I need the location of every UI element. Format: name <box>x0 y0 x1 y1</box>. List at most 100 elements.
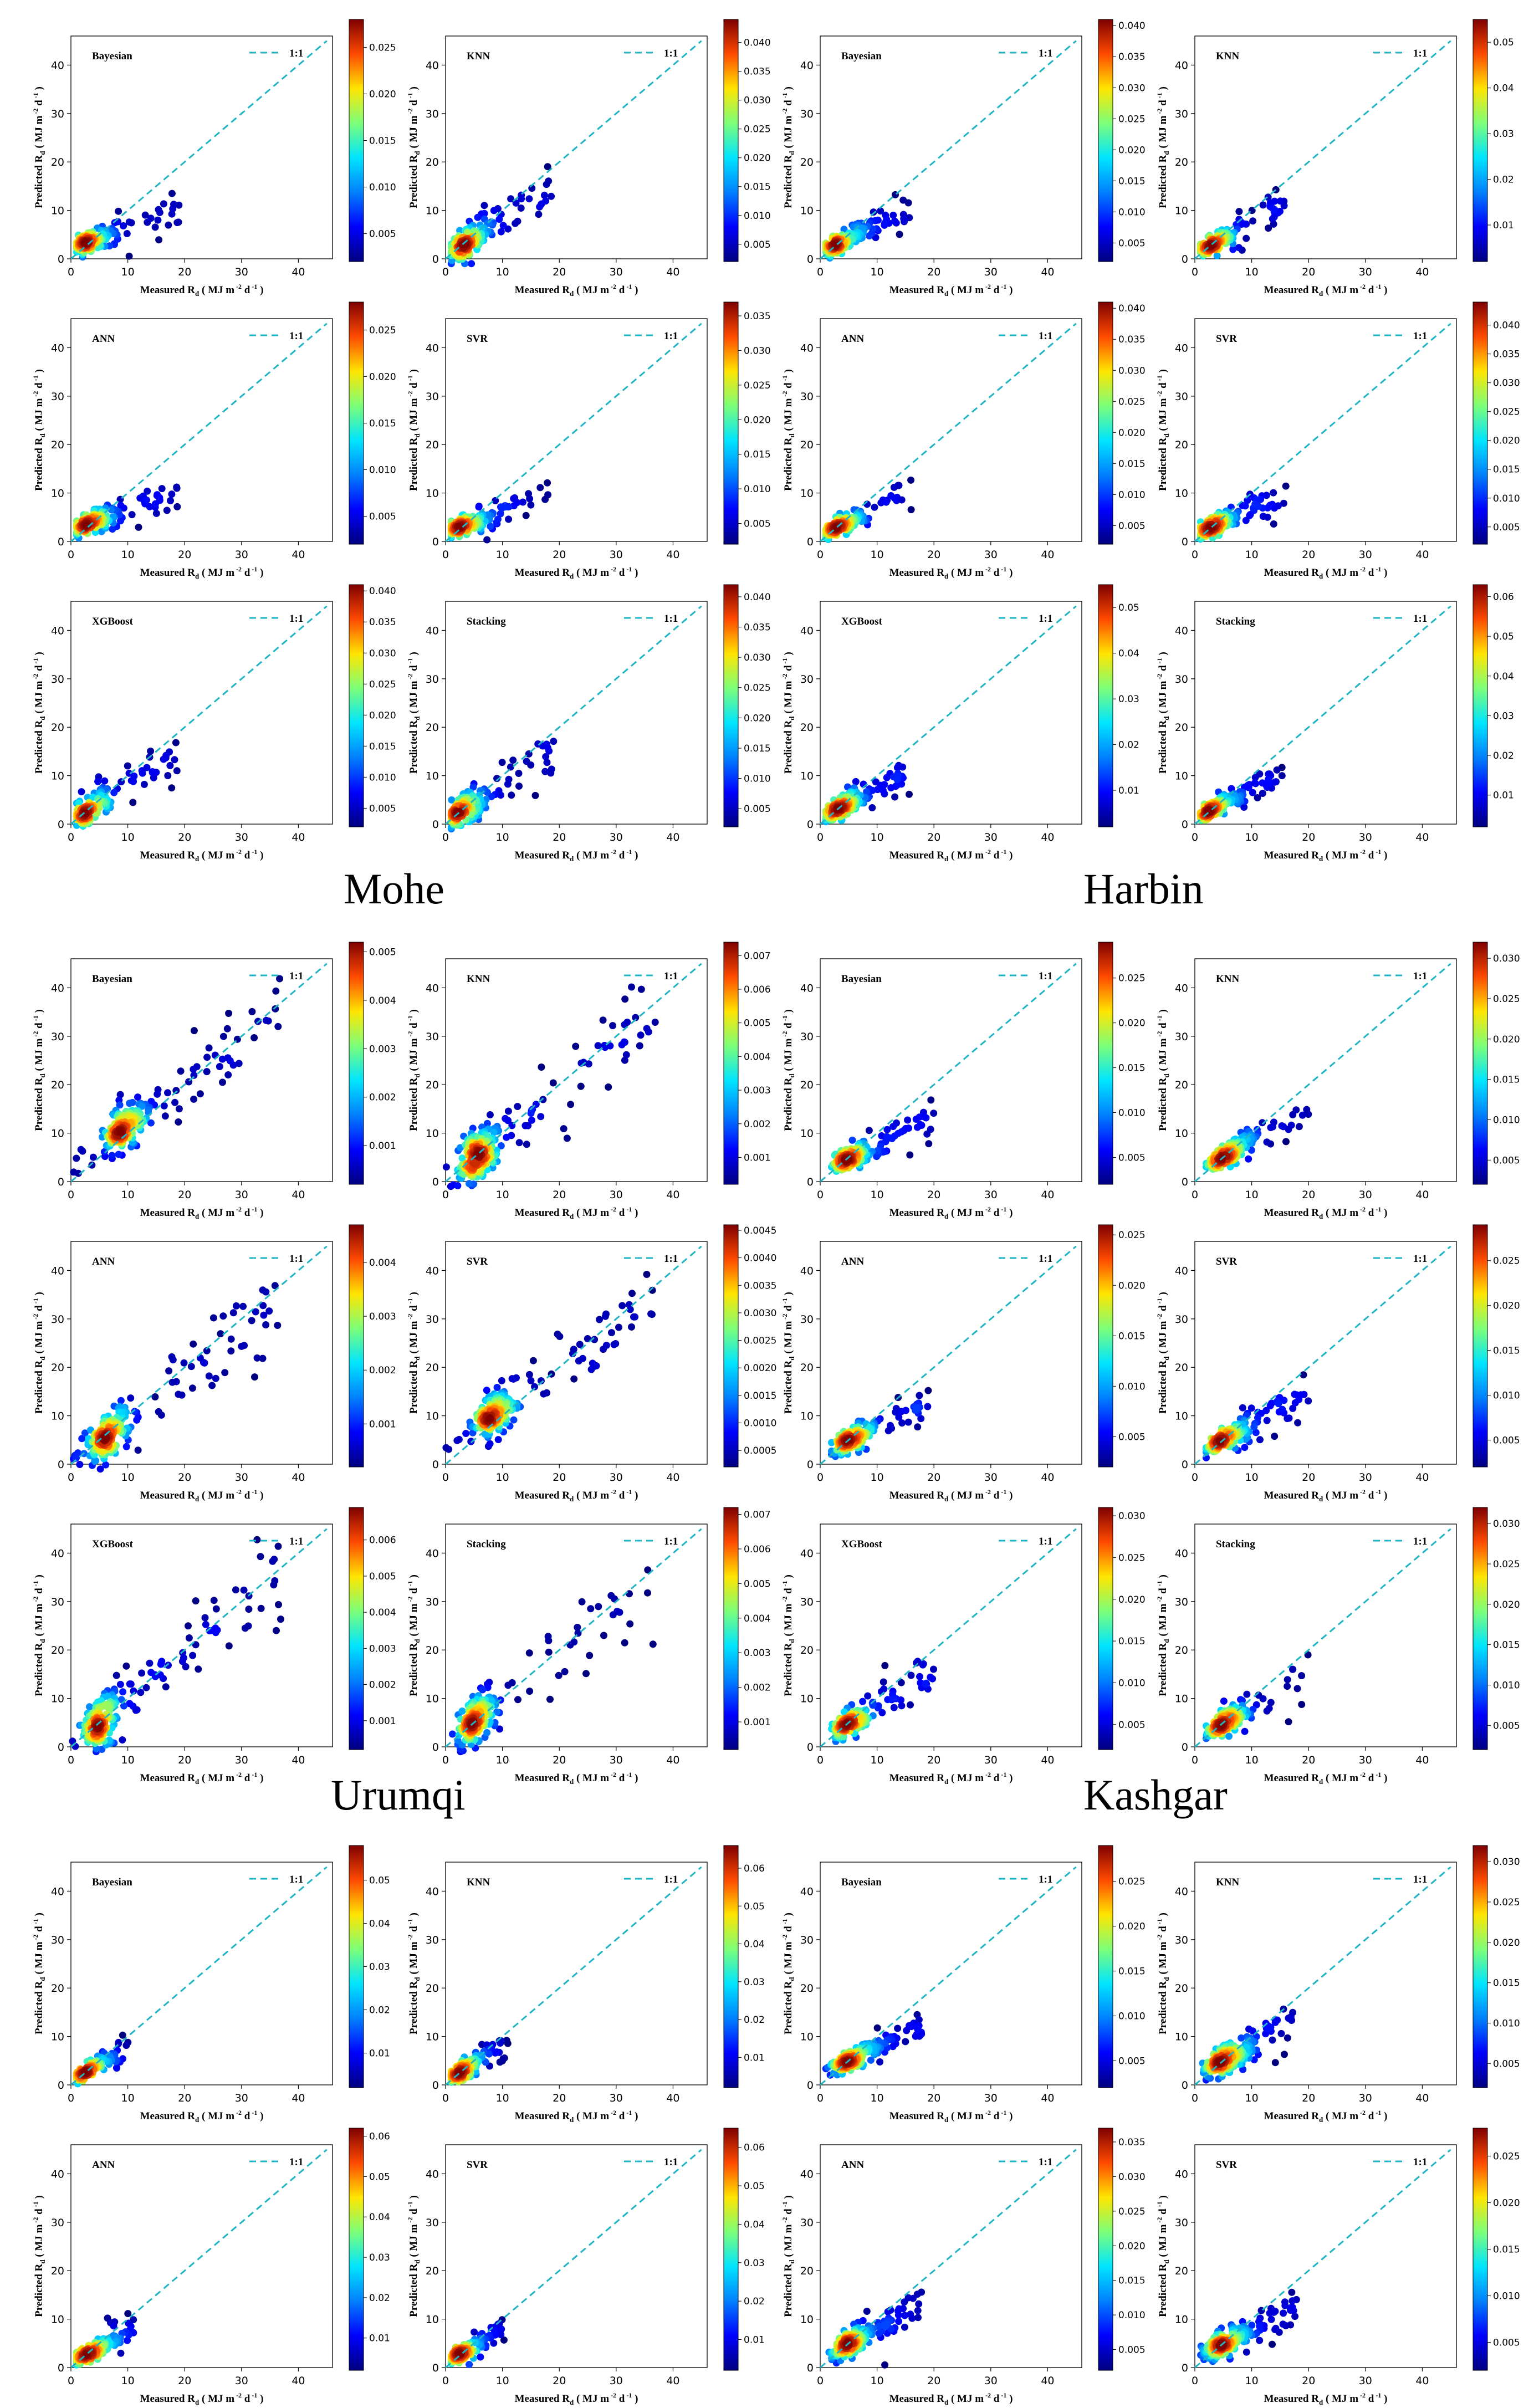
data-point <box>270 1556 278 1563</box>
data-point <box>567 1101 575 1108</box>
data-point <box>244 1622 252 1630</box>
colorbar-tick-label: 0.040 <box>369 586 396 597</box>
data-point <box>1250 1423 1258 1431</box>
data-point <box>239 1302 247 1310</box>
data-point <box>550 738 558 745</box>
colorbar-tick-label: 0.0030 <box>744 1308 776 1319</box>
data-point <box>1256 1436 1264 1444</box>
colorbar-tick-label: 0.003 <box>744 1648 771 1659</box>
y-tick-label: 10 <box>1175 1410 1188 1423</box>
data-point <box>1276 197 1284 205</box>
data-point <box>546 1695 554 1703</box>
data-point <box>171 1098 179 1106</box>
colorbar-tick-label: 0.010 <box>744 211 771 222</box>
data-point <box>147 1119 155 1127</box>
data-point <box>509 756 517 764</box>
x-tick-label: 20 <box>927 1189 940 1201</box>
data-point <box>498 759 506 766</box>
data-point <box>185 1634 193 1642</box>
one-to-one-line <box>70 323 328 543</box>
model-title: XGBoost <box>92 1538 134 1550</box>
data-point <box>865 1127 873 1134</box>
data-point <box>225 1642 233 1650</box>
data-point <box>208 1382 216 1389</box>
x-tick-label: 10 <box>121 549 135 561</box>
data-point <box>117 502 125 509</box>
colorbar-tick-label: 0.015 <box>1118 458 1146 469</box>
data-point <box>172 1378 180 1386</box>
data-point <box>499 222 507 229</box>
x-tick-label: 40 <box>1041 1189 1054 1201</box>
x-tick-label: 40 <box>1415 1471 1429 1484</box>
x-tick-label: 20 <box>553 1189 566 1201</box>
data-point <box>190 1095 198 1103</box>
data-point <box>486 1440 494 1448</box>
data-point <box>525 1371 533 1378</box>
data-point <box>108 506 115 514</box>
y-axis-label: Predicted Rd ( MJ m -2 d -1 ) <box>1155 1009 1170 1131</box>
data-point <box>134 1446 142 1454</box>
y-axis-label: Predicted Rd ( MJ m -2 d -1 ) <box>1155 1292 1170 1414</box>
panel-kashgar-ann: 0 10 20 30 40 0 10 20 30 40 Measured Rd ( MJ m -2 … <box>755 1219 1146 1503</box>
data-point <box>1249 789 1256 796</box>
data-point <box>538 200 545 208</box>
data-point <box>510 1375 517 1383</box>
data-point <box>125 218 133 226</box>
x-tick-label: 10 <box>871 831 884 843</box>
data-point <box>104 1693 111 1700</box>
panel-kashgar-knn: 0 10 20 30 40 0 10 20 30 40 Measured Rd ( MJ m -2 … <box>1129 937 1520 1220</box>
colorbar-tick-label: 0.001 <box>369 1716 396 1727</box>
data-point <box>177 1067 185 1075</box>
data-point <box>924 1403 932 1410</box>
data-point <box>623 1019 631 1026</box>
colorbar-tick-label: 0.020 <box>744 415 771 426</box>
x-tick-label: 20 <box>927 266 940 278</box>
data-point <box>274 1022 282 1030</box>
colorbar-tick-label: 0.020 <box>1118 427 1146 438</box>
data-point <box>891 217 898 225</box>
colorbar-tick-label: 0.05 <box>1118 602 1139 613</box>
data-point <box>227 1335 235 1343</box>
data-point <box>618 1041 626 1049</box>
x-tick-label: 10 <box>121 266 135 278</box>
x-tick-label: 20 <box>178 266 191 278</box>
data-point <box>1244 497 1251 504</box>
data-point <box>602 1342 610 1349</box>
one-to-one-line <box>1194 40 1451 260</box>
data-point <box>219 1032 227 1040</box>
data-point <box>523 758 530 765</box>
data-point <box>165 221 172 229</box>
data-point <box>605 1083 612 1091</box>
plot-frame <box>820 958 1082 1182</box>
data-point <box>144 487 151 495</box>
data-point <box>272 1005 279 1013</box>
x-tick-label: 20 <box>553 266 566 278</box>
model-title: KNN <box>467 50 490 62</box>
data-point <box>216 1063 223 1070</box>
colorbar <box>349 301 364 545</box>
colorbar-tick-label: 0.030 <box>369 648 396 659</box>
data-point <box>610 1341 618 1348</box>
x-tick-label: 40 <box>1415 549 1429 561</box>
data-point <box>276 975 284 983</box>
data-point <box>1263 1138 1271 1146</box>
x-axis-label: Measured Rd ( MJ m -2 d -1 ) <box>140 1771 264 1786</box>
plot-frame <box>1194 601 1457 825</box>
data-point <box>1265 224 1272 232</box>
data-point <box>577 1082 585 1090</box>
one-to-one-line <box>445 323 702 543</box>
colorbar-tick-label: 0.035 <box>744 311 771 322</box>
plot-frame <box>70 1523 333 1747</box>
x-axis-label: Measured Rd ( MJ m -2 d -1 ) <box>889 848 1013 863</box>
y-tick-label: 0 <box>807 1459 814 1471</box>
x-tick-label: 40 <box>292 1189 305 1201</box>
data-point <box>146 1659 154 1667</box>
data-point <box>168 190 176 197</box>
data-point <box>1295 1395 1303 1403</box>
data-point <box>644 1566 652 1574</box>
data-point <box>202 1620 209 1628</box>
colorbar-tick-label: 0.025 <box>1118 1230 1146 1241</box>
y-tick-label: 0 <box>807 536 814 548</box>
colorbar-tick-label: 0.040 <box>744 38 771 49</box>
